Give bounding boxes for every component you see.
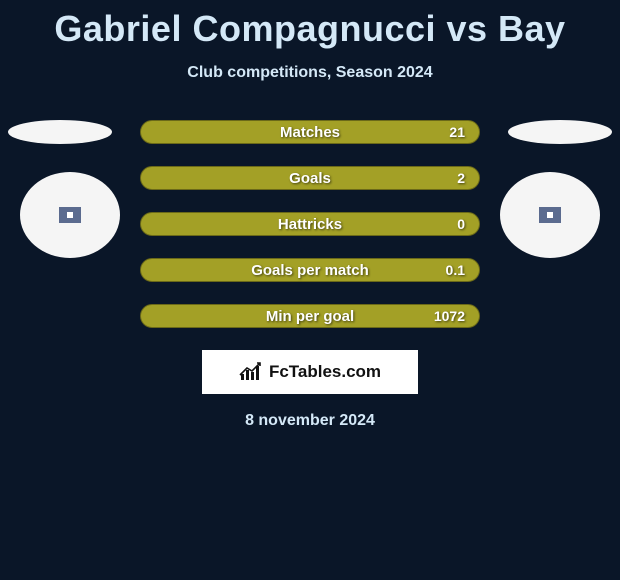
date-label: 8 november 2024 — [0, 412, 620, 430]
comparison-content: Matches 21 Goals 2 Hattricks 0 Goals per… — [0, 120, 620, 430]
stat-value: 1072 — [434, 308, 465, 324]
stat-bar-goals: Goals 2 — [140, 166, 480, 190]
chart-icon — [239, 362, 263, 382]
right-flag-icon — [539, 207, 561, 223]
left-flag-icon — [59, 207, 81, 223]
stat-value: 21 — [449, 124, 465, 140]
page-title: Gabriel Compagnucci vs Bay — [0, 0, 620, 50]
stat-value: 0 — [457, 216, 465, 232]
stat-value: 0.1 — [446, 262, 465, 278]
stat-label: Goals per match — [251, 262, 369, 279]
stat-value: 2 — [457, 170, 465, 186]
left-ellipse-shape — [8, 120, 112, 144]
stats-bars: Matches 21 Goals 2 Hattricks 0 Goals per… — [140, 120, 480, 328]
stat-label: Matches — [280, 124, 340, 141]
stat-label: Min per goal — [266, 308, 354, 325]
stat-label: Hattricks — [278, 216, 342, 233]
brand-logo[interactable]: FcTables.com — [202, 350, 418, 394]
left-player-avatar — [20, 172, 120, 258]
brand-text: FcTables.com — [269, 362, 381, 382]
subtitle: Club competitions, Season 2024 — [0, 64, 620, 82]
right-player-avatar — [500, 172, 600, 258]
stat-label: Goals — [289, 170, 331, 187]
stat-bar-goals-per-match: Goals per match 0.1 — [140, 258, 480, 282]
stat-bar-matches: Matches 21 — [140, 120, 480, 144]
right-ellipse-shape — [508, 120, 612, 144]
stat-bar-hattricks: Hattricks 0 — [140, 212, 480, 236]
stat-bar-min-per-goal: Min per goal 1072 — [140, 304, 480, 328]
